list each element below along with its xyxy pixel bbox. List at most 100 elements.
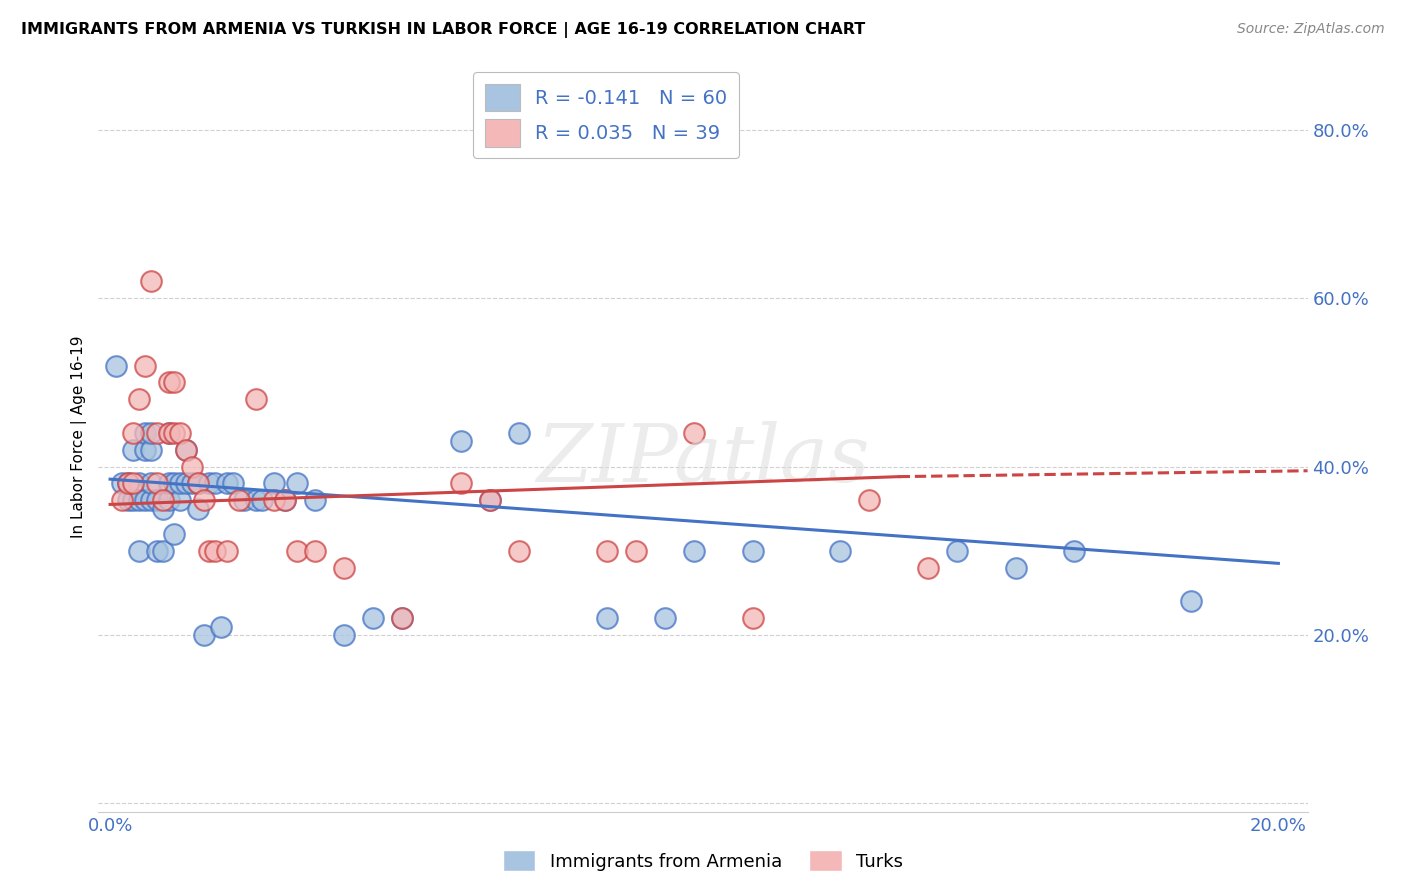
Point <box>187 501 209 516</box>
Point <box>361 611 384 625</box>
Point <box>163 376 186 390</box>
Text: IMMIGRANTS FROM ARMENIA VS TURKISH IN LABOR FORCE | AGE 16-19 CORRELATION CHART: IMMIGRANTS FROM ARMENIA VS TURKISH IN LA… <box>21 22 865 38</box>
Point <box>157 493 180 508</box>
Point <box>285 543 308 558</box>
Point <box>917 560 939 574</box>
Point <box>198 543 221 558</box>
Point <box>139 425 162 440</box>
Point <box>508 425 530 440</box>
Point <box>117 476 139 491</box>
Text: Source: ZipAtlas.com: Source: ZipAtlas.com <box>1237 22 1385 37</box>
Point <box>157 425 180 440</box>
Point <box>595 611 617 625</box>
Point <box>139 442 162 457</box>
Point <box>128 543 150 558</box>
Point <box>198 476 221 491</box>
Point <box>111 476 134 491</box>
Point <box>683 425 706 440</box>
Point <box>654 611 676 625</box>
Y-axis label: In Labor Force | Age 16-19: In Labor Force | Age 16-19 <box>72 335 87 539</box>
Point <box>139 274 162 288</box>
Point <box>624 543 647 558</box>
Point <box>391 611 413 625</box>
Point <box>134 359 156 373</box>
Point <box>209 619 232 633</box>
Point <box>215 543 238 558</box>
Point <box>193 493 215 508</box>
Legend: Immigrants from Armenia, Turks: Immigrants from Armenia, Turks <box>496 843 910 879</box>
Point <box>163 527 186 541</box>
Point <box>146 493 169 508</box>
Point <box>146 425 169 440</box>
Point <box>139 493 162 508</box>
Point <box>134 493 156 508</box>
Point <box>169 425 191 440</box>
Point <box>117 493 139 508</box>
Point <box>683 543 706 558</box>
Point <box>858 493 880 508</box>
Point <box>204 543 226 558</box>
Point <box>1004 560 1026 574</box>
Point <box>1063 543 1085 558</box>
Text: ZIPatlas: ZIPatlas <box>536 421 870 499</box>
Point <box>304 543 326 558</box>
Point <box>187 476 209 491</box>
Point <box>946 543 969 558</box>
Point <box>233 493 256 508</box>
Point <box>215 476 238 491</box>
Point <box>304 493 326 508</box>
Point <box>134 425 156 440</box>
Point <box>169 476 191 491</box>
Point <box>250 493 273 508</box>
Point <box>128 493 150 508</box>
Point <box>152 501 174 516</box>
Point <box>741 543 763 558</box>
Point <box>169 493 191 508</box>
Point <box>187 476 209 491</box>
Point <box>104 359 127 373</box>
Point <box>274 493 297 508</box>
Point <box>139 476 162 491</box>
Point <box>117 476 139 491</box>
Point <box>122 442 145 457</box>
Point <box>163 476 186 491</box>
Point <box>111 493 134 508</box>
Point <box>245 493 267 508</box>
Point <box>228 493 250 508</box>
Point <box>174 442 197 457</box>
Point <box>180 459 202 474</box>
Point <box>122 476 145 491</box>
Legend: R = -0.141   N = 60, R = 0.035   N = 39: R = -0.141 N = 60, R = 0.035 N = 39 <box>474 72 740 158</box>
Point <box>174 442 197 457</box>
Point <box>391 611 413 625</box>
Point <box>146 476 169 491</box>
Point <box>478 493 501 508</box>
Point <box>134 442 156 457</box>
Point <box>146 543 169 558</box>
Point <box>174 476 197 491</box>
Point <box>204 476 226 491</box>
Point <box>263 493 285 508</box>
Point <box>245 392 267 407</box>
Point <box>122 493 145 508</box>
Point <box>128 476 150 491</box>
Point <box>274 493 297 508</box>
Point <box>478 493 501 508</box>
Point <box>180 476 202 491</box>
Point <box>157 376 180 390</box>
Point <box>222 476 245 491</box>
Point <box>128 392 150 407</box>
Point <box>152 493 174 508</box>
Point <box>450 434 472 449</box>
Point <box>1180 594 1202 608</box>
Point <box>193 628 215 642</box>
Point <box>285 476 308 491</box>
Point <box>830 543 852 558</box>
Point <box>332 628 354 642</box>
Point <box>122 425 145 440</box>
Point <box>332 560 354 574</box>
Point <box>157 476 180 491</box>
Point <box>450 476 472 491</box>
Point <box>263 476 285 491</box>
Point <box>157 425 180 440</box>
